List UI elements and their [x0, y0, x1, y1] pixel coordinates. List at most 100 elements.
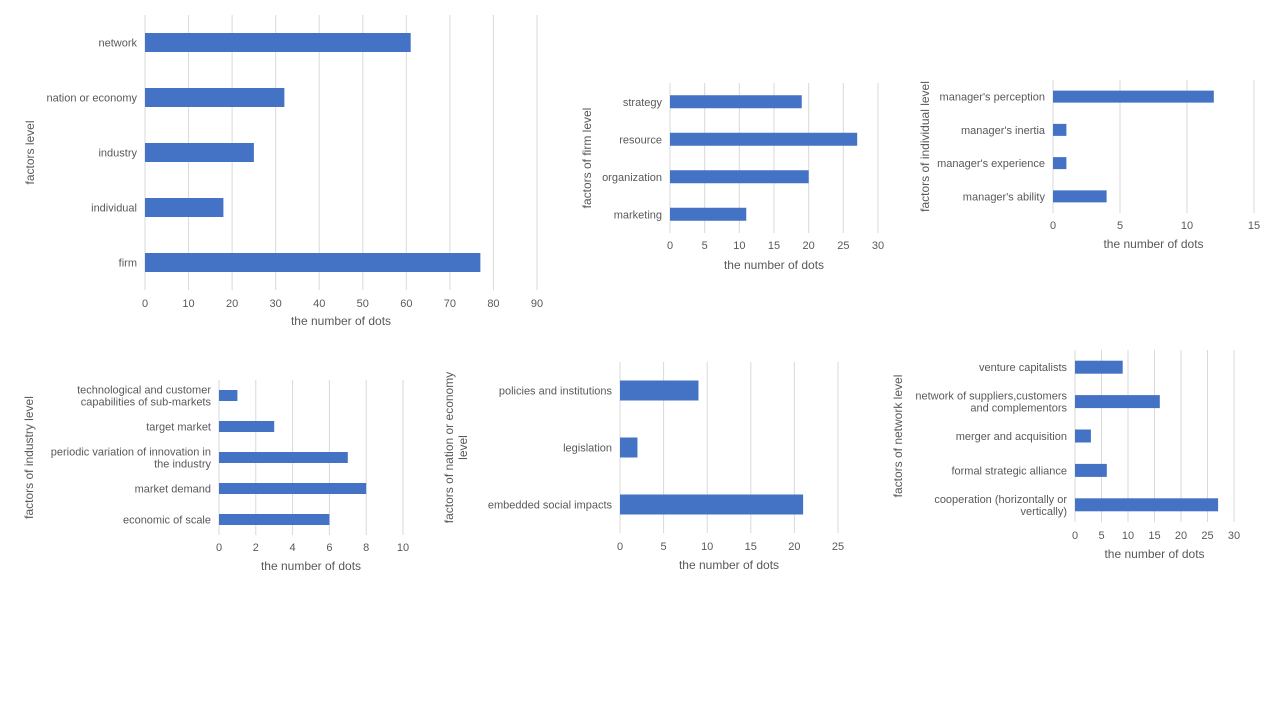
x-tick-label: 5: [1098, 530, 1104, 542]
x-tick-label: 40: [313, 298, 325, 310]
x-axis-title: the number of dots: [1103, 237, 1203, 251]
bar: [1075, 498, 1219, 512]
category-label: marketing: [614, 209, 662, 221]
chart-2: 0 5 10 15 20 25 30 strategy resource organization…: [580, 83, 884, 272]
x-tick-label: 20: [788, 541, 800, 553]
bar: [620, 380, 699, 401]
chart-1: 0 10 20 30 40 50 60 70 80 90 network nation or econ…: [23, 15, 543, 328]
chart-6: 0 5 10 15 20 25 30 venture capitalists network o…: [891, 350, 1240, 561]
x-tick-label: 5: [1117, 220, 1123, 232]
bar: [219, 390, 238, 401]
category-label: policies and institutions: [499, 386, 613, 398]
x-tick-label: 0: [1050, 220, 1056, 232]
x-tick-label: 0: [617, 541, 623, 553]
x-tick-label: 50: [357, 298, 369, 310]
bar: [1053, 90, 1214, 103]
category-label: periodic variation of innovation in the i…: [51, 447, 212, 471]
bar: [219, 514, 330, 525]
x-tick-label: 20: [1175, 530, 1187, 542]
x-tick-label: 25: [1201, 530, 1213, 542]
x-tick-label: 8: [363, 542, 369, 554]
x-axis-title: the number of dots: [724, 258, 824, 272]
category-label: network: [98, 38, 137, 50]
bar: [1053, 123, 1067, 136]
category-label: nation or economy: [47, 93, 138, 105]
x-tick-label: 0: [667, 240, 673, 252]
x-axis-title: the number of dots: [1104, 547, 1204, 561]
bar: [145, 143, 254, 162]
category-label: industry: [98, 148, 137, 160]
category-label: manager's ability: [963, 191, 1046, 203]
category-label: market demand: [135, 484, 211, 496]
x-tick-label: 15: [1248, 220, 1260, 232]
x-tick-label: 0: [1072, 530, 1078, 542]
chart-3: 0 5 10 15 manager's perception manager's iner…: [918, 80, 1260, 251]
x-tick-label: 4: [290, 542, 296, 554]
category-label: manager's experience: [937, 158, 1045, 170]
category-label: organization: [602, 172, 662, 184]
bar: [620, 494, 804, 515]
bar: [670, 132, 858, 146]
x-tick-label: 10: [1181, 220, 1193, 232]
x-tick-label: 10: [733, 240, 745, 252]
bar: [1075, 429, 1091, 443]
category-label: legislation: [563, 443, 612, 455]
x-tick-label: 20: [803, 240, 815, 252]
category-label: firm: [119, 258, 137, 270]
y-axis-title: factors level: [23, 120, 37, 184]
bar: [670, 170, 809, 184]
category-label: merger and acquisition: [956, 431, 1067, 443]
bar: [1075, 395, 1160, 409]
x-tick-label: 25: [832, 541, 844, 553]
category-label: manager's inertia: [961, 125, 1046, 137]
bar: [219, 452, 348, 463]
category-label: individual: [91, 203, 137, 215]
bar: [1053, 157, 1067, 170]
x-axis-title: the number of dots: [679, 558, 779, 572]
x-tick-label: 5: [702, 240, 708, 252]
x-tick-label: 25: [837, 240, 849, 252]
x-tick-label: 90: [531, 298, 543, 310]
category-label: network of suppliers,customers and comple…: [915, 391, 1067, 415]
y-axis-title: factors of nation or economylevel: [442, 372, 470, 523]
category-label: embedded social impacts: [488, 500, 613, 512]
x-tick-label: 2: [253, 542, 259, 554]
x-tick-label: 60: [400, 298, 412, 310]
chart-4: 0 2 4 6 8 10 technological and customer capabil…: [22, 380, 409, 573]
y-axis-title: factors of network level: [891, 375, 905, 498]
x-tick-label: 30: [270, 298, 282, 310]
category-label: cooperation (horizontally or vertically): [934, 494, 1067, 518]
x-axis-title: the number of dots: [261, 559, 361, 573]
bar: [1075, 463, 1107, 477]
category-label: technological and customer capabilities o…: [77, 385, 211, 409]
y-axis-title: factors of individual level: [918, 81, 932, 212]
bar: [145, 88, 285, 107]
bar: [219, 421, 275, 432]
x-tick-label: 5: [661, 541, 667, 553]
y-axis-title: factors of firm level: [580, 108, 594, 209]
bar: [219, 483, 367, 494]
category-label: venture capitalists: [979, 362, 1068, 374]
bar: [670, 95, 802, 109]
x-axis-title: the number of dots: [291, 314, 391, 328]
bar: [145, 198, 224, 217]
x-tick-label: 10: [1122, 530, 1134, 542]
x-tick-label: 15: [745, 541, 757, 553]
category-label: manager's perception: [940, 92, 1045, 104]
x-tick-label: 70: [444, 298, 456, 310]
x-tick-label: 10: [701, 541, 713, 553]
x-tick-label: 20: [226, 298, 238, 310]
x-tick-label: 15: [1148, 530, 1160, 542]
category-label: economic of scale: [123, 515, 211, 527]
x-tick-label: 0: [216, 542, 222, 554]
bar: [1075, 360, 1123, 374]
x-tick-label: 6: [326, 542, 332, 554]
category-label: resource: [619, 134, 662, 146]
bar: [620, 437, 638, 458]
bar: [145, 253, 481, 272]
category-label: target market: [146, 422, 211, 434]
chart-5: 0 5 10 15 20 25 policies and institutions legis…: [442, 362, 844, 572]
y-axis-title: factors of industry level: [22, 396, 36, 519]
x-tick-label: 80: [487, 298, 499, 310]
